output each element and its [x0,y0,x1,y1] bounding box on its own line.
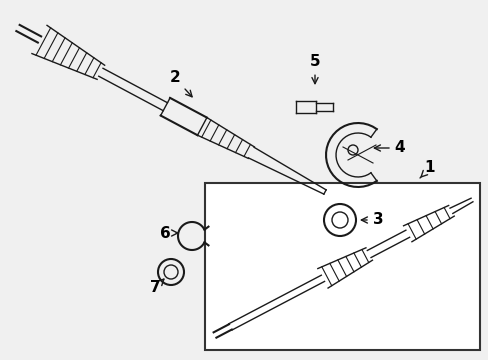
Bar [204,183,479,350]
Text: 6: 6 [159,225,177,240]
Text: 5: 5 [309,54,320,84]
Text: 3: 3 [361,212,383,228]
Text: 2: 2 [169,71,192,97]
Text: 1: 1 [419,161,434,178]
Text: 7: 7 [149,279,163,296]
Text: 4: 4 [374,140,405,156]
